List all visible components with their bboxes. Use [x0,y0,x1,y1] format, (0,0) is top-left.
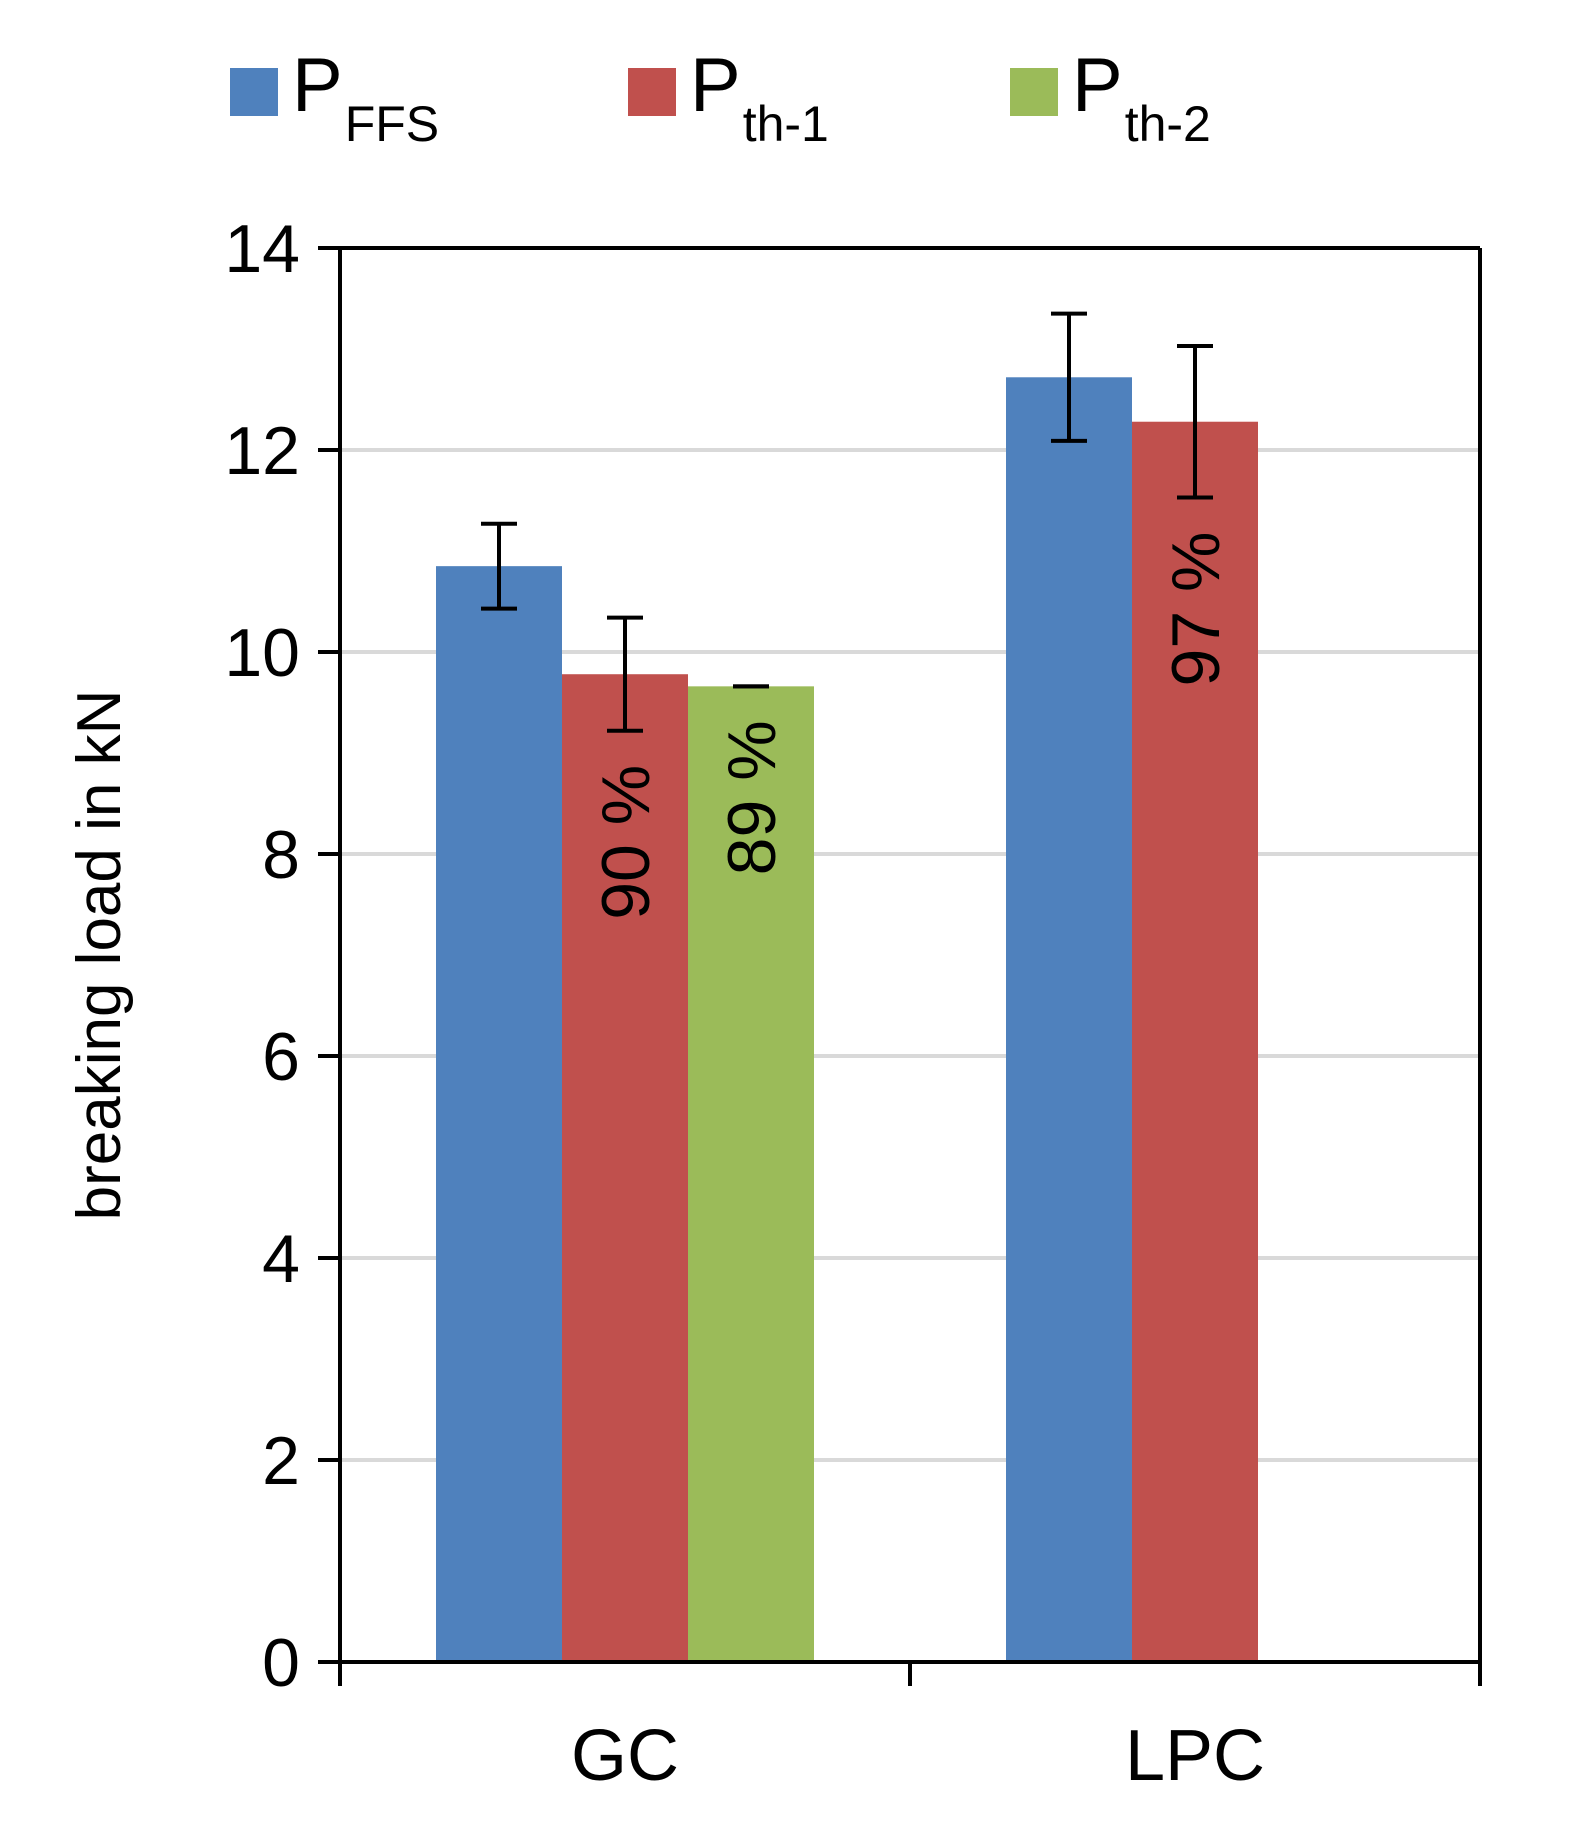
x-tick-label: GC [571,1716,679,1796]
bars [436,377,1258,1663]
legend-label-pth2-sub: th-2 [1124,96,1211,152]
legend-label-pffs: PFFS [292,48,439,150]
y-axis-label: breaking load in kN [65,690,134,1221]
legend-label-pth1: Pth-1 [690,48,829,150]
legend: PFFS Pth-1 Pth-2 [0,48,1572,158]
bar-value-label: 89 % [714,720,790,875]
y-tick-label: 4 [262,1221,300,1297]
legend-label-pth1-main: P [690,43,741,128]
error-bars [481,311,1213,733]
y-tick-label: 14 [224,211,300,287]
x-tick-label: LPC [1125,1716,1265,1796]
y-tick-label: 6 [262,1019,300,1095]
bar [562,674,688,1662]
bar-labels: 90 % 89 % 97 % [588,531,1234,919]
bar-value-label: 90 % [588,765,664,920]
bar-value-label: 97 % [1158,531,1234,686]
bar [688,686,814,1662]
legend-label-pffs-main: P [292,43,343,128]
legend-label-pth2-main: P [1072,43,1123,128]
y-tick-label: 10 [224,615,300,691]
legend-swatch-pffs [230,68,278,116]
y-tick-label: 2 [262,1423,300,1499]
legend-label-pth1-sub: th-1 [742,96,829,152]
bar [1006,377,1132,1662]
axes [318,246,1482,1686]
y-tick-label: 0 [262,1625,300,1701]
legend-label-pffs-sub: FFS [344,96,440,152]
legend-swatch-pth2 [1010,68,1058,116]
x-tick-labels: GC LPC [571,1716,1265,1796]
y-tick-labels: 0 2 4 6 8 10 12 14 [224,211,300,1701]
legend-swatch-pth1 [628,68,676,116]
y-tick-label: 8 [262,817,300,893]
legend-label-pth2: Pth-2 [1072,48,1211,150]
y-tick-label: 12 [224,413,300,489]
bar [1132,421,1258,1663]
bar [436,566,562,1662]
